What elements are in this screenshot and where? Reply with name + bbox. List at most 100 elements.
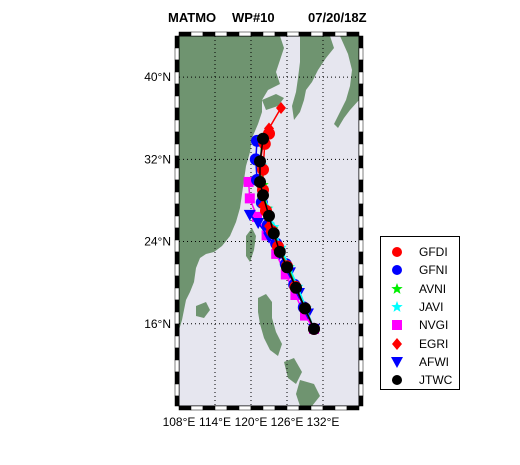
frame-segment: [174, 299, 180, 313]
legend: GFDI GFNI AVNI JAVI NVGI EGRI AFWI JTWC: [380, 236, 460, 390]
frame-segment: [174, 395, 180, 407]
legend-marker: [392, 247, 402, 257]
frame-segment: [174, 83, 180, 97]
frame-segment: [346, 31, 360, 37]
frame-segment: [358, 323, 364, 337]
frame-segment: [174, 359, 180, 373]
legend-item-javi: JAVI: [381, 298, 461, 316]
circle-marker-icon: [392, 265, 402, 276]
frame-segment: [358, 347, 364, 361]
frame-segment: [358, 227, 364, 241]
frame-segment: [174, 179, 180, 193]
frame-segment: [214, 31, 228, 37]
legend-marker: [392, 375, 402, 386]
legend-marker: [392, 337, 402, 350]
storm-name: MATMO: [168, 10, 217, 25]
frame-segment: [358, 215, 364, 229]
frame-segment: [174, 275, 180, 289]
frame-segment: [174, 191, 180, 205]
legend-marker: [391, 300, 403, 312]
frame-segment: [334, 405, 348, 411]
star-marker-icon: [391, 300, 403, 312]
frame-segment: [358, 167, 364, 181]
star-marker-icon: [391, 282, 403, 294]
frame-segment: [250, 31, 264, 37]
frame-segment: [174, 263, 180, 277]
legend-label: GFNI: [419, 263, 448, 278]
track-point-jtwc: [257, 189, 269, 202]
legend-marker: [392, 320, 402, 331]
frame-segment: [174, 335, 180, 349]
lon-tick-label: 114°E: [199, 415, 231, 429]
frame-segment: [174, 215, 180, 229]
frame-segment: [358, 383, 364, 397]
legend-label: JAVI: [419, 299, 444, 314]
frame-segment: [358, 119, 364, 133]
legend-item-egri: EGRI: [381, 335, 461, 353]
frame-segment: [358, 359, 364, 373]
track-point-jtwc: [254, 175, 266, 188]
track-point-jtwc: [257, 132, 269, 145]
lat-tick-label: 40°N: [144, 70, 171, 84]
frame-segment: [358, 131, 364, 145]
frame-segment: [190, 405, 204, 411]
track-jtwc: [254, 132, 320, 335]
frame-segment: [250, 405, 264, 411]
frame-segment: [358, 203, 364, 217]
lon-tick-label: 126°E: [271, 415, 304, 429]
legend-item-gfdi: GFDI: [381, 243, 461, 261]
circle-marker-icon: [392, 247, 402, 257]
frame-segment: [358, 239, 364, 253]
frame-segment: [174, 251, 180, 265]
frame-segment: [358, 107, 364, 121]
legend-marker: [391, 282, 403, 294]
lat-tick-label: 32°N: [144, 152, 171, 166]
frame-segment: [346, 405, 360, 411]
frame-segment: [174, 239, 180, 253]
track-point-jtwc: [290, 281, 302, 294]
legend-item-jtwc: JTWC: [381, 371, 461, 389]
legend-item-avni: AVNI: [381, 280, 461, 298]
legend-label: JTWC: [419, 373, 453, 388]
track-point-nvgi: [244, 193, 255, 204]
frame-segment: [358, 335, 364, 349]
advisory-number: WP#10: [232, 10, 275, 25]
track-point-nvgi: [280, 269, 291, 280]
legend-item-nvgi: NVGI: [381, 316, 461, 334]
frame-segment: [174, 59, 180, 73]
frame-segment: [174, 47, 180, 61]
track-point-jtwc: [299, 302, 311, 315]
track-point-jtwc: [254, 155, 266, 168]
track-point-jtwc: [281, 261, 293, 274]
legend-label: GFDI: [419, 245, 448, 259]
track-point-nvgi: [290, 290, 301, 300]
square-marker-icon: [392, 320, 402, 331]
track-point-jtwc: [273, 245, 286, 258]
forecast-datetime: 07/20/18Z: [308, 10, 367, 25]
frame-segment: [174, 227, 180, 241]
frame-segment: [238, 405, 252, 411]
frame-segment: [274, 31, 288, 37]
frame-segment: [358, 47, 364, 61]
frame-segment: [226, 405, 240, 411]
lat-lon-grid: [179, 36, 359, 406]
map-frame: [174, 31, 364, 411]
track-point-afwi: [252, 218, 265, 230]
frame-segment: [358, 179, 364, 193]
legend-label: NVGI: [419, 318, 449, 333]
track-point-nvgi: [243, 176, 254, 187]
legend-item-afwi: AFWI: [381, 353, 461, 371]
frame-segment: [262, 405, 276, 411]
frame-segment: [358, 71, 364, 85]
frame-segment: [174, 311, 180, 325]
frame-segment: [174, 143, 180, 157]
frame-segment: [358, 371, 364, 385]
frame-segment: [190, 31, 204, 37]
frame-segment: [174, 347, 180, 361]
track-point-egri: [276, 101, 286, 114]
frame-segment: [358, 251, 364, 265]
lat-tick-label: 16°N: [144, 317, 171, 331]
frame-segment: [178, 405, 192, 411]
